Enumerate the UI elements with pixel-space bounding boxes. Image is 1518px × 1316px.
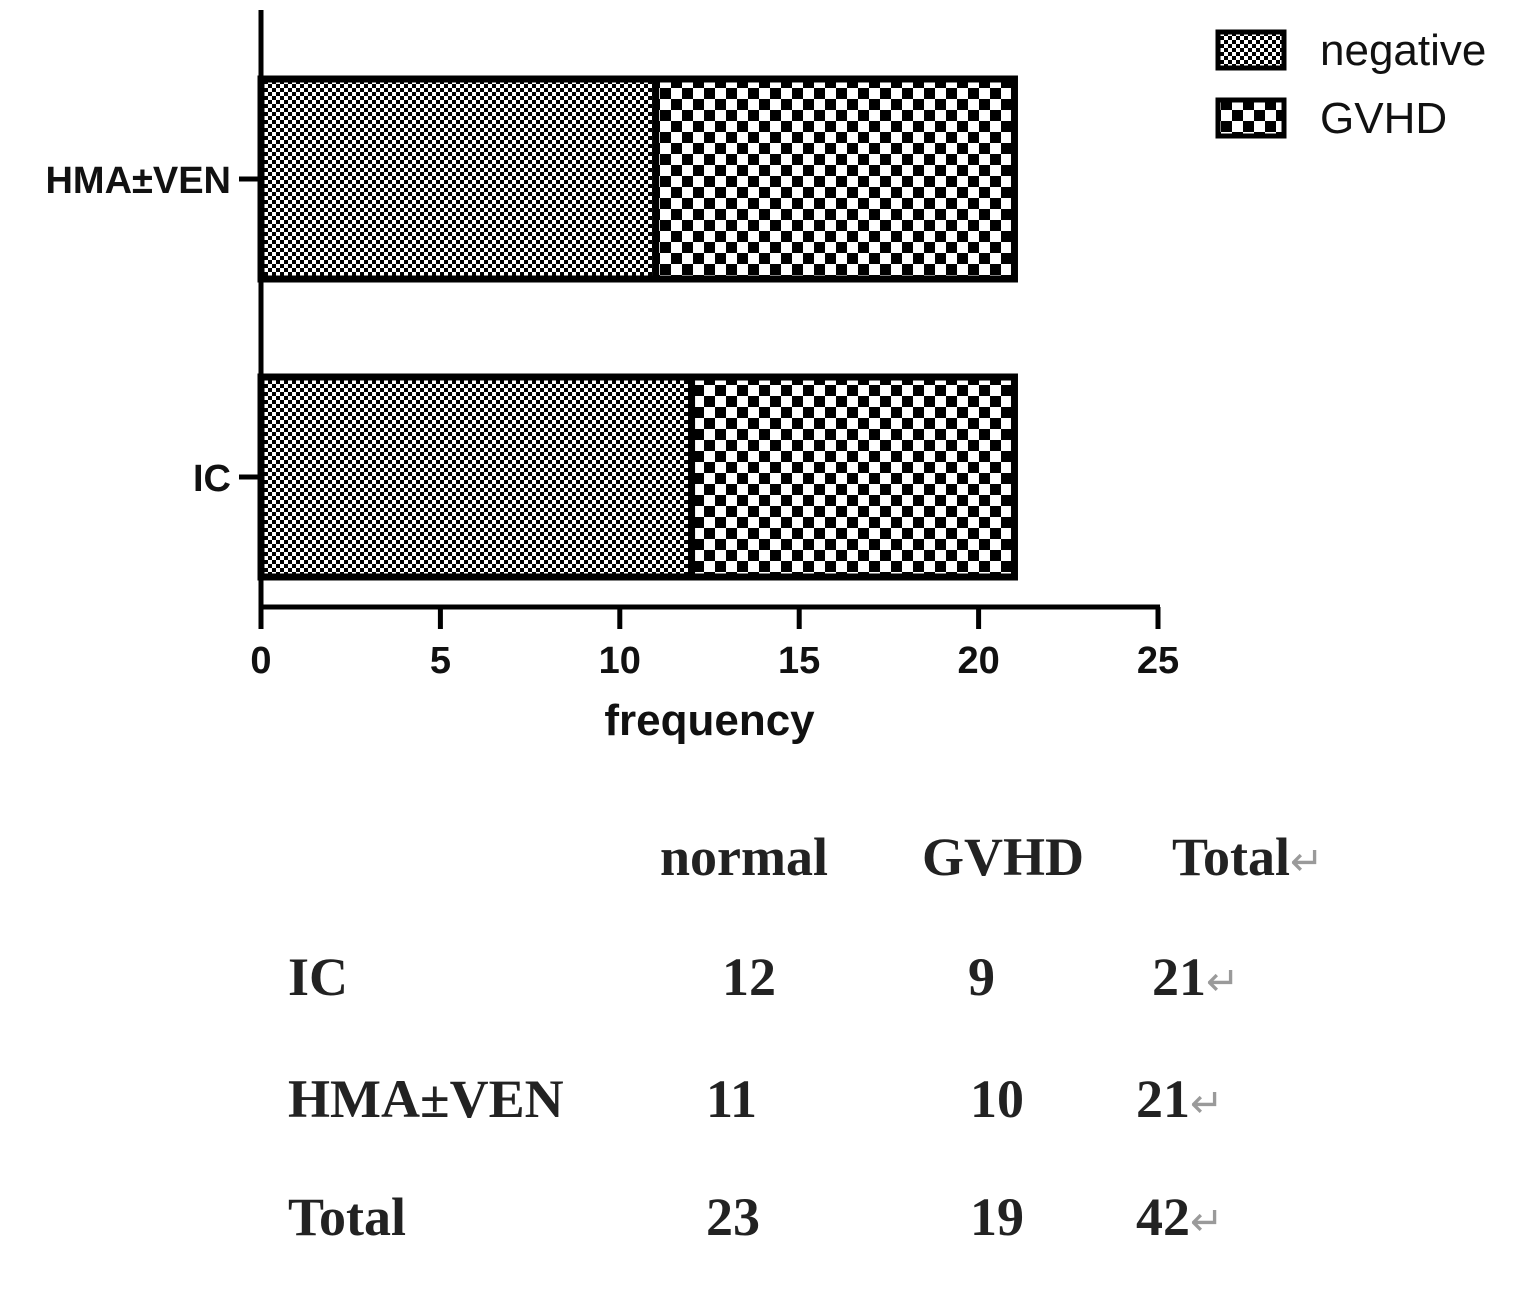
bar-negative bbox=[257, 373, 696, 581]
bar-gvhd bbox=[688, 373, 1018, 581]
return-mark: ↵ bbox=[1206, 959, 1240, 1004]
bar-gvhd bbox=[652, 75, 1018, 283]
table-header-normal: normal bbox=[660, 827, 828, 887]
y-tick-label: HMA±VEN bbox=[45, 160, 231, 202]
legend-label-negative: negative bbox=[1320, 26, 1486, 75]
x-tick-label: 20 bbox=[957, 640, 999, 682]
x-tick-label: 25 bbox=[1137, 640, 1179, 682]
table-cell: 21↵ bbox=[1136, 1069, 1224, 1129]
bars-layer bbox=[257, 75, 1018, 581]
table-cell: 21↵ bbox=[1152, 947, 1240, 1007]
stacked-bar-chart: HMA±VEN IC 0 5 10 15 20 25 frequency negative GVH… bbox=[45, 10, 1486, 745]
table-row-label: Total bbox=[288, 1187, 407, 1247]
table-cell: 11 bbox=[706, 1069, 758, 1129]
legend-swatch-gvhd bbox=[1215, 97, 1287, 139]
axes-layer: HMA±VEN IC 0 5 10 15 20 25 frequency bbox=[45, 10, 1179, 745]
table-row-label: IC bbox=[288, 947, 349, 1007]
legend-label-gvhd: GVHD bbox=[1320, 94, 1447, 143]
table-cell: 42↵ bbox=[1136, 1187, 1224, 1247]
x-tick-label: 0 bbox=[250, 640, 271, 682]
table-cell: 23 bbox=[706, 1187, 760, 1247]
return-mark: ↵ bbox=[1290, 839, 1324, 884]
table-header-gvhd: GVHD bbox=[922, 827, 1084, 887]
x-tick-label: 10 bbox=[599, 640, 641, 682]
x-tick-label: 5 bbox=[430, 640, 451, 682]
bar-negative bbox=[257, 75, 660, 283]
table-cell: 19 bbox=[970, 1187, 1024, 1247]
x-axis-title: frequency bbox=[604, 696, 815, 745]
table-cell: 9 bbox=[968, 947, 995, 1007]
table-cell: 12 bbox=[722, 947, 776, 1007]
legend: negative GVHD bbox=[1215, 26, 1486, 143]
table-row-label: HMA±VEN bbox=[288, 1069, 564, 1129]
legend-swatch-negative bbox=[1215, 29, 1287, 71]
return-mark: ↵ bbox=[1190, 1081, 1224, 1126]
table-header-total: Total↵ bbox=[1172, 827, 1324, 887]
y-tick-label: IC bbox=[193, 458, 231, 500]
x-tick-label: 15 bbox=[778, 640, 820, 682]
table-cell: 10 bbox=[970, 1069, 1024, 1129]
return-mark: ↵ bbox=[1190, 1199, 1224, 1244]
